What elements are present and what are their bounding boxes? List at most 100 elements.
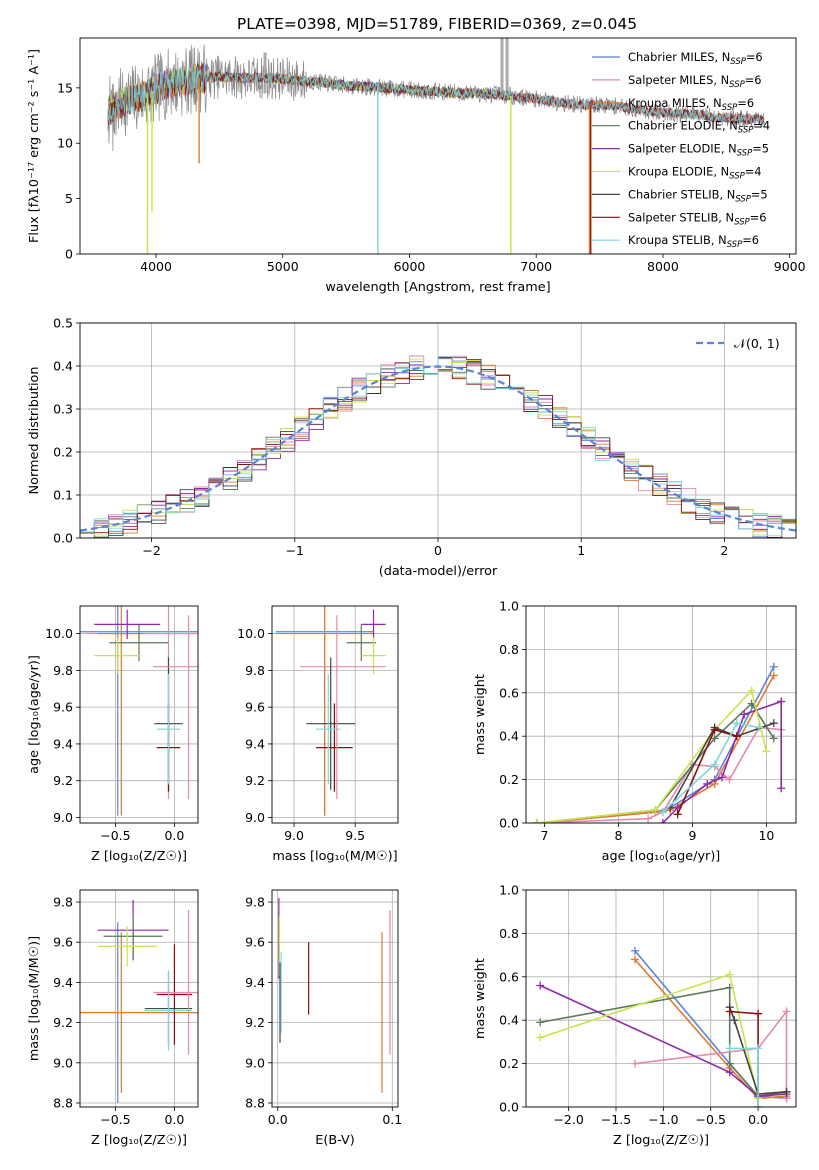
residuals-xtick-label: −2 [142,543,160,558]
residuals-ytick-label: 0.2 [53,445,73,460]
mass-vs-EBV-axes: 0.0 0.1 8.8 9.0 9.2 9.4 9.6 9.8 E(B-V) [245,890,402,1148]
spectrum-xtick-label: 4000 [140,259,172,274]
legend-label-base: Kroupa ELODIE, N [628,165,729,179]
weight-vs-Z-series-marker [782,1007,791,1016]
spectrum-model-line [107,63,765,126]
mass-vs-Z-xlabel: Z [log₁₀(Z/Z☉)] [91,1133,187,1148]
mass-vs-EBV-plot [278,898,391,1093]
weight-vs-age-ytick-label: 0.2 [499,772,519,787]
weight-vs-Z-ytick-label: 0.4 [499,1013,519,1028]
weight-vs-age-series-line [537,675,775,823]
weight-vs-Z-axes: −2.0 −1.5 −1.0 −0.5 0.0 0.0 0.2 0.4 0.6 0.8 1.0 Z [… [473,883,796,1148]
weight-vs-age-axes: 7 8 9 10 0.0 0.2 0.4 0.6 0.8 1.0 age [log₁₀(age/yr… [473,599,796,864]
weight-vs-age-xlabel: age [log₁₀(age/yr)] [602,849,721,864]
weight-vs-Z-ytick-label: 1.0 [499,883,519,898]
mass-vs-Z-ylabel: mass [log₁₀(M/M☉)] [27,936,42,1061]
weight-vs-Z-frame [525,889,797,1108]
weight-vs-age-ytick-label: 1.0 [499,599,519,614]
weight-vs-age-ytick-label: 0.4 [499,729,519,744]
weight-vs-age-series-marker [533,819,542,823]
weight-vs-Z-xtick-label: −2.0 [553,1112,583,1127]
legend-label-suffix: =6 [745,73,762,87]
spectrum-ylabel: Flux [fλ10⁻¹⁷ erg cm⁻² s⁻¹ A⁻¹] [27,49,42,243]
legend-label-suffix: =6 [750,210,767,224]
spectrum-xtick-label: 5000 [267,259,299,274]
legend-label-sub: SSP [722,103,738,113]
age-vs-Z-xtick-label: −0.5 [100,828,130,843]
weight-vs-Z-ytick-label: 0.0 [499,1100,519,1115]
mass-vs-Z-frame [79,889,199,1108]
mass-vs-EBV-frame [271,889,399,1108]
weight-vs-age-xtick-label: 8 [614,828,622,843]
weight-vs-age-series-marker [651,805,660,814]
weight-vs-Z-series-marker [630,955,639,964]
legend-label-sub: SSP [729,80,745,90]
mass-vs-EBV-ytick-label: 9.6 [245,935,265,950]
age-vs-mass-xlabel: mass [log₁₀(M/M☉)] [272,849,397,864]
age-vs-mass-frame [271,605,399,824]
weight-vs-Z-series-marker [630,1059,639,1068]
weight-vs-Z-series-marker [725,1068,734,1077]
weight-vs-age-series-marker [732,732,741,741]
age-vs-mass-ytick-label: 9.8 [245,663,265,678]
legend-label-base: Chabrier STELIB, N [628,187,735,201]
weight-vs-age-plot [533,662,786,823]
spectrum-legend-label: Kroupa MILES, NSSP=6 [628,96,754,113]
weight-vs-age-series-marker [710,725,719,734]
residuals-xtick-label: 2 [720,543,728,558]
residuals-gaussian-curve [80,365,796,532]
mass-vs-Z-ytick-label: 9.0 [53,1055,73,1070]
mass-vs-EBV-xlabel: E(B-V) [315,1133,354,1148]
spectrum-legend-label: Chabrier ELODIE, NSSP=4 [628,119,770,136]
weight-vs-Z-series-marker [754,1103,763,1107]
weight-vs-age-series-marker [769,719,778,728]
weight-vs-Z-xlabel: Z [log₁₀(Z/Z☉)] [613,1133,709,1148]
legend-label-base: Kroupa STELIB, N [628,233,727,247]
age-vs-Z-ylabel: age [log₁₀(age/yr)] [27,655,42,774]
weight-vs-Z-series-marker [782,1087,791,1096]
weight-vs-age-ytick-label: 0.6 [499,685,519,700]
mass-vs-Z-ytick-label: 9.6 [53,935,73,950]
weight-vs-age-series-marker [710,760,719,769]
legend-label-base: Salpeter ELODIE, N [628,142,737,156]
mass-vs-Z-plot [80,900,198,1103]
weight-vs-Z-series-marker [754,1009,763,1018]
mass-vs-Z-ytick-label: 9.2 [53,1015,73,1030]
legend-label-base: Chabrier ELODIE, N [628,119,738,133]
mass-vs-EBV-ytick-label: 9.8 [245,895,265,910]
age-vs-Z-ytick-label: 10.0 [45,626,73,641]
legend-label-suffix: =6 [746,50,763,64]
residuals-ytick-label: 0.4 [53,359,73,374]
weight-vs-Z-xtick-label: 0.0 [748,1112,768,1127]
weight-vs-Z-series-marker [536,1018,545,1027]
weight-vs-age-ylabel: mass weight [473,674,488,755]
weight-vs-Z-series-marker [725,970,734,979]
age-vs-Z-ytick-label: 9.2 [53,773,73,788]
weight-vs-Z-series-marker [725,1059,734,1068]
weight-vs-age-series-marker [755,723,764,732]
legend-label-sub: SSP [727,240,743,250]
mass-vs-Z-ytick-label: 9.8 [53,895,73,910]
spectrum-ytick-label: 10 [57,136,73,151]
age-vs-Z-ytick-label: 9.0 [53,810,73,825]
age-vs-mass-xtick-label: 9.5 [345,828,365,843]
weight-vs-age-xtick-label: 9 [688,828,696,843]
spectrum-ytick-label: 15 [57,80,73,95]
weight-vs-Z-xtick-label: −1.0 [648,1112,678,1127]
spectrum-plot [107,38,765,254]
weight-vs-Z-xtick-label: −1.5 [601,1112,631,1127]
weight-vs-age-series-marker [740,710,749,719]
legend-label-base: Salpeter STELIB, N [628,210,734,224]
residuals-frame [79,322,797,539]
weight-vs-Z-ytick-label: 0.6 [499,969,519,984]
age-vs-Z-xlabel: Z [log₁₀(Z/Z☉)] [91,849,187,864]
mass-vs-EBV-ytick-label: 9.2 [245,1015,265,1030]
weight-vs-Z-series-marker [630,946,639,955]
weight-vs-age-series-marker [718,773,727,782]
mass-vs-Z-ytick-label: 8.8 [53,1095,73,1110]
spectrum-xtick-label: 9000 [774,259,806,274]
weight-vs-age-series-marker [777,697,786,706]
residuals-legend-label: 𝒩(0, 1) [734,336,780,351]
weight-vs-Z-series-marker [536,981,545,990]
